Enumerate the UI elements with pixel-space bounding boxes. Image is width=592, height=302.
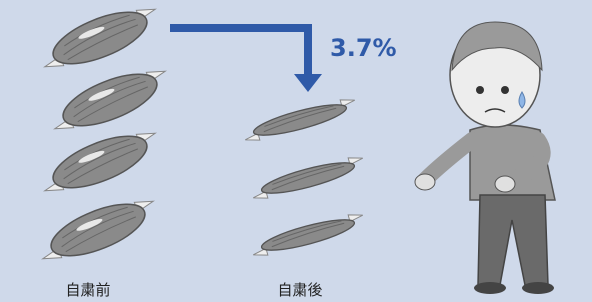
page: 3.7% 自粛前 自粛後 (() => { const data = JSON.…: [0, 0, 592, 302]
illustration: 3.7% 自粛前 自粛後: [0, 0, 592, 302]
change-label: 3.7%: [330, 34, 397, 62]
after-label: 自粛後: [277, 281, 322, 299]
muscles-after: [242, 96, 367, 258]
elderly-person: [415, 22, 555, 294]
muscles-before: [33, 0, 174, 271]
arrow: [170, 28, 322, 92]
before-label: 自粛前: [65, 281, 110, 299]
